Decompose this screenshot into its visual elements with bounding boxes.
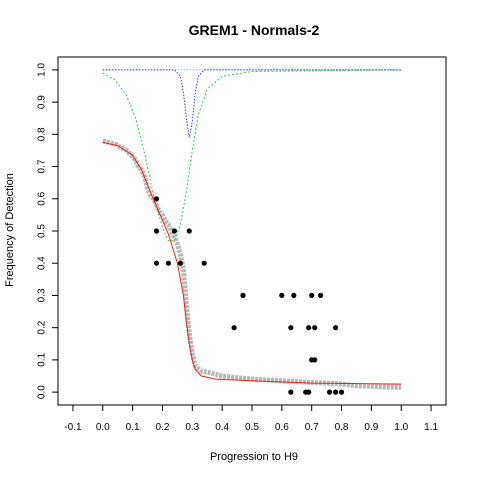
x-tick-label: 1.0 <box>394 422 408 433</box>
data-point <box>288 325 294 331</box>
data-point <box>306 325 312 331</box>
data-point <box>240 292 246 298</box>
data-point <box>153 260 160 266</box>
y-tick-label: 0.3 <box>37 288 48 302</box>
blue-curve <box>102 69 402 138</box>
x-tick-label: -0.1 <box>64 422 82 433</box>
y-tick-label: 0.2 <box>37 320 48 334</box>
data-point <box>338 389 345 395</box>
x-tick-label: 0.8 <box>335 422 349 433</box>
data-point <box>153 196 160 202</box>
fit-curve <box>102 141 402 385</box>
y-tick-label: 0.1 <box>37 353 48 367</box>
x-axis-label: Progression to H9 <box>210 451 298 463</box>
y-axis-label: Frequency of Detection <box>4 173 16 287</box>
y-tick-label: 0.9 <box>37 95 48 109</box>
green-curve <box>102 69 402 242</box>
data-point <box>333 325 339 331</box>
data-point <box>291 292 297 298</box>
plot-area <box>102 69 402 395</box>
gray-band <box>102 138 402 390</box>
x-tick-label: 0.9 <box>364 422 378 433</box>
y-axis: 0.0 0.1 0.2 0.3 0.4 0.5 0.6 0.7 0.8 0.9 1.0 <box>37 63 58 399</box>
data-point <box>306 389 312 395</box>
y-tick-label: 0.4 <box>37 256 48 270</box>
data-point <box>171 228 177 234</box>
data-point <box>312 357 318 363</box>
chart-title: GREM1 - Normals-2 <box>189 22 320 38</box>
y-tick-label: 0.5 <box>37 224 48 238</box>
data-point <box>288 389 294 395</box>
y-tick-label: 0.6 <box>37 191 48 205</box>
plot-frame <box>57 56 447 406</box>
data-point <box>231 325 237 331</box>
data-point <box>177 260 183 266</box>
x-tick-label: 0.5 <box>245 422 259 433</box>
data-point <box>186 228 192 234</box>
x-tick-label: 0.6 <box>275 422 289 433</box>
x-tick-label: 0.2 <box>156 422 170 433</box>
data-point <box>279 292 285 298</box>
y-tick-label: 0.8 <box>37 127 48 141</box>
data-point <box>153 228 160 234</box>
x-axis: -0.1 0.0 0.1 0.2 0.3 0.4 0.5 0.6 0.7 0.8 0.9 1.0 1.1 <box>64 405 438 433</box>
data-point <box>318 292 324 298</box>
y-tick-label: 0.7 <box>37 159 48 173</box>
data-point <box>309 292 315 298</box>
data-point <box>327 389 333 395</box>
data-point <box>165 260 171 266</box>
x-tick-label: 0.4 <box>215 422 229 433</box>
y-tick-label: 1.0 <box>37 63 48 77</box>
data-point <box>312 325 318 331</box>
x-tick-label: 0.7 <box>305 422 319 433</box>
x-tick-label: 0.3 <box>185 422 199 433</box>
data-point <box>201 260 207 266</box>
x-tick-label: 1.1 <box>424 422 438 433</box>
x-tick-label: 0.0 <box>96 422 110 433</box>
data-point <box>333 389 339 395</box>
y-tick-label: 0.0 <box>37 385 48 399</box>
x-tick-label: 0.1 <box>126 422 140 433</box>
